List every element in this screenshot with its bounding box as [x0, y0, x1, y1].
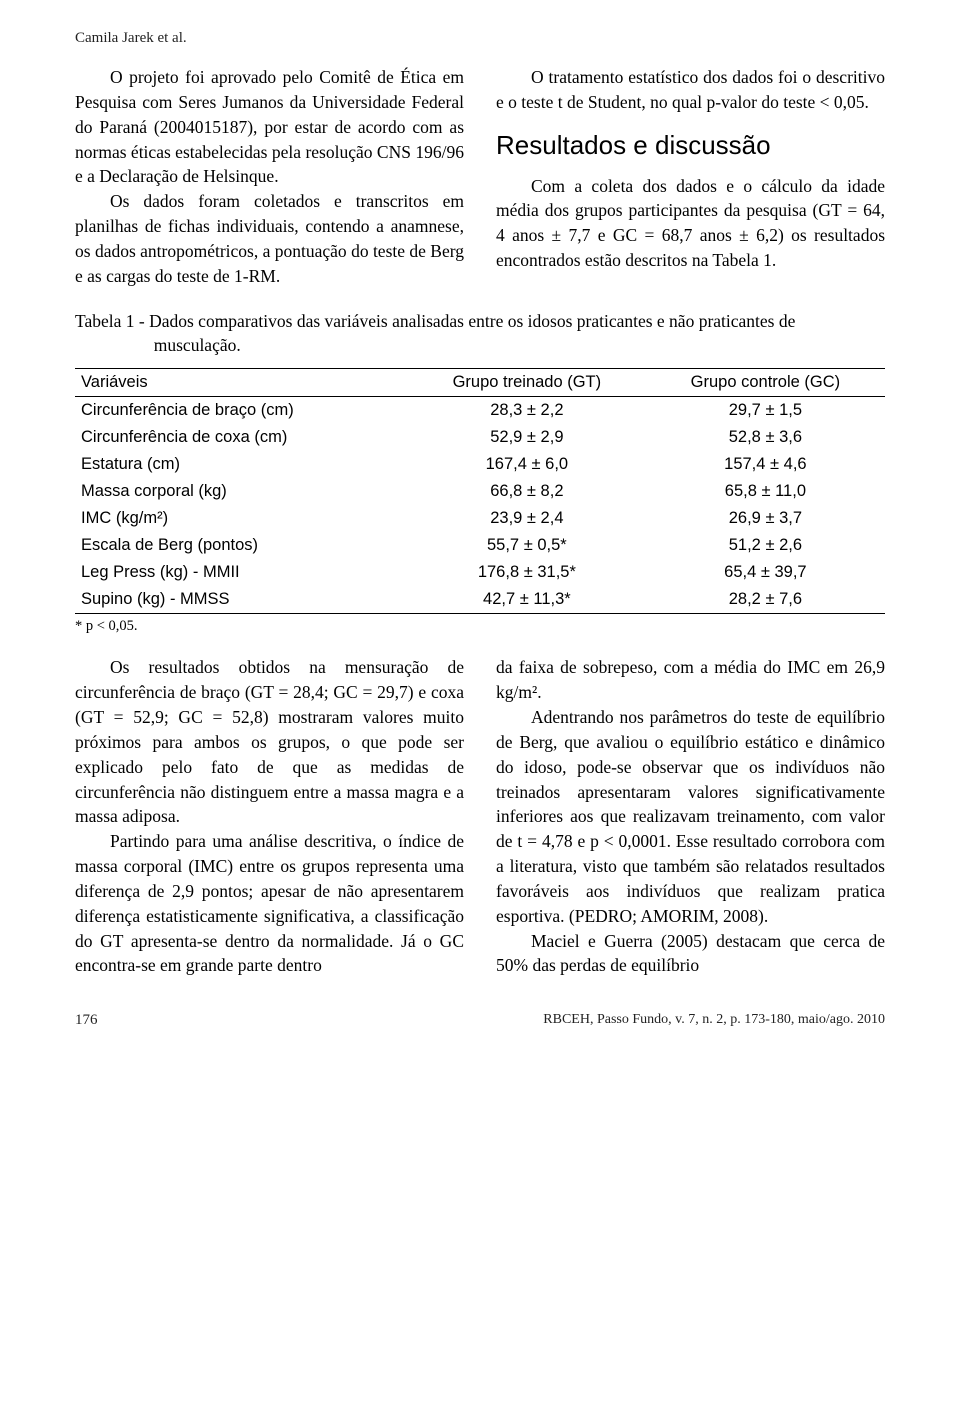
table-row: Supino (kg) - MMSS 42,7 ± 11,3* 28,2 ± 7…	[75, 586, 885, 614]
top-left-column: O projeto foi aprovado pelo Comitê de Ét…	[75, 65, 464, 289]
table-cell: Massa corporal (kg)	[75, 478, 408, 505]
table-row: Circunferência de braço (cm) 28,3 ± 2,2 …	[75, 397, 885, 425]
table-header-gc: Grupo controle (GC)	[646, 369, 885, 397]
table-cell: IMC (kg/m²)	[75, 505, 408, 532]
top-right-para-2: Com a coleta dos dados e o cálculo da id…	[496, 174, 885, 273]
top-columns: O projeto foi aprovado pelo Comitê de Ét…	[75, 65, 885, 289]
table-cell: Supino (kg) - MMSS	[75, 586, 408, 614]
table-cell: 51,2 ± 2,6	[646, 532, 885, 559]
table-cell: 26,9 ± 3,7	[646, 505, 885, 532]
table-cell: 42,7 ± 11,3*	[408, 586, 646, 614]
table-row: Escala de Berg (pontos) 55,7 ± 0,5* 51,2…	[75, 532, 885, 559]
bottom-columns: Os resultados obtidos na mensuração de c…	[75, 655, 885, 978]
table-cell: 28,2 ± 7,6	[646, 586, 885, 614]
page-number: 176	[75, 1012, 98, 1029]
table-cell: 176,8 ± 31,5*	[408, 559, 646, 586]
table-cell: 52,8 ± 3,6	[646, 424, 885, 451]
table-row: IMC (kg/m²) 23,9 ± 2,4 26,9 ± 3,7	[75, 505, 885, 532]
top-left-para-1: O projeto foi aprovado pelo Comitê de Ét…	[75, 65, 464, 189]
header-author-line: Camila Jarek et al.	[75, 30, 885, 47]
table-cell: 167,4 ± 6,0	[408, 451, 646, 478]
bottom-right-para-3: Maciel e Guerra (2005) destacam que cerc…	[496, 929, 885, 979]
bottom-right-column: da faixa de sobrepeso, com a média do IM…	[496, 655, 885, 978]
top-left-para-2: Os dados foram coletados e transcritos e…	[75, 189, 464, 288]
results-heading: Resultados e discussão	[496, 127, 885, 164]
footer-citation: RBCEH, Passo Fundo, v. 7, n. 2, p. 173-1…	[543, 1012, 885, 1029]
table-cell: Leg Press (kg) - MMII	[75, 559, 408, 586]
bottom-right-para-2: Adentrando nos parâmetros do teste de eq…	[496, 705, 885, 929]
table-header-variaveis: Variáveis	[75, 369, 408, 397]
table-cell: Escala de Berg (pontos)	[75, 532, 408, 559]
bottom-left-para-1: Os resultados obtidos na mensuração de c…	[75, 655, 464, 829]
bottom-right-para-1: da faixa de sobrepeso, com a média do IM…	[496, 655, 885, 705]
table-cell: 66,8 ± 8,2	[408, 478, 646, 505]
table-cell: 157,4 ± 4,6	[646, 451, 885, 478]
table-row: Leg Press (kg) - MMII 176,8 ± 31,5* 65,4…	[75, 559, 885, 586]
table-cell: 55,7 ± 0,5*	[408, 532, 646, 559]
table-cell: 52,9 ± 2,9	[408, 424, 646, 451]
table-cell: 28,3 ± 2,2	[408, 397, 646, 425]
table-cell: Circunferência de braço (cm)	[75, 397, 408, 425]
table-footnote: * p < 0,05.	[75, 618, 885, 635]
table-header-row: Variáveis Grupo treinado (GT) Grupo cont…	[75, 369, 885, 397]
table-cell: 65,8 ± 11,0	[646, 478, 885, 505]
table-cell: 65,4 ± 39,7	[646, 559, 885, 586]
bottom-left-para-2: Partindo para uma análise descritiva, o …	[75, 829, 464, 978]
top-right-para-1: O tratamento estatístico dos dados foi o…	[496, 65, 885, 115]
table-row: Estatura (cm) 167,4 ± 6,0 157,4 ± 4,6	[75, 451, 885, 478]
table-row: Massa corporal (kg) 66,8 ± 8,2 65,8 ± 11…	[75, 478, 885, 505]
table-cell: 29,7 ± 1,5	[646, 397, 885, 425]
table-caption: Tabela 1 - Dados comparativos das variáv…	[154, 309, 885, 359]
top-right-column: O tratamento estatístico dos dados foi o…	[496, 65, 885, 289]
table-row: Circunferência de coxa (cm) 52,9 ± 2,9 5…	[75, 424, 885, 451]
table-cell: Circunferência de coxa (cm)	[75, 424, 408, 451]
table-cell: 23,9 ± 2,4	[408, 505, 646, 532]
comparative-table: Variáveis Grupo treinado (GT) Grupo cont…	[75, 368, 885, 614]
bottom-left-column: Os resultados obtidos na mensuração de c…	[75, 655, 464, 978]
table-cell: Estatura (cm)	[75, 451, 408, 478]
page-footer: 176 RBCEH, Passo Fundo, v. 7, n. 2, p. 1…	[75, 1012, 885, 1029]
table-header-gt: Grupo treinado (GT)	[408, 369, 646, 397]
